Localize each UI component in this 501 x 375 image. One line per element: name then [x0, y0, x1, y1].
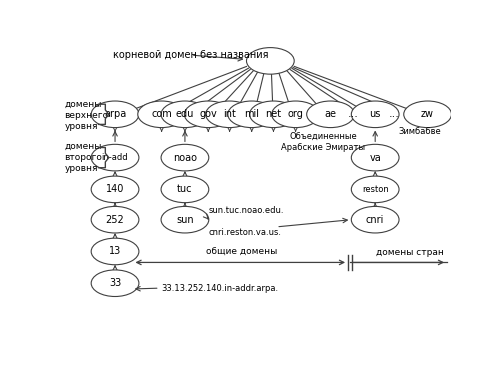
- Ellipse shape: [91, 144, 139, 171]
- Text: us: us: [370, 109, 381, 119]
- Text: Объединенные
Арабские Эмираты: Объединенные Арабские Эмираты: [282, 132, 366, 152]
- Ellipse shape: [206, 101, 254, 128]
- Ellipse shape: [161, 206, 209, 233]
- Text: reston: reston: [362, 185, 389, 194]
- Text: 33.13.252.140.in-addr.arpa.: 33.13.252.140.in-addr.arpa.: [162, 284, 279, 292]
- Ellipse shape: [161, 144, 209, 171]
- Text: zw: zw: [421, 109, 434, 119]
- Text: ...: ...: [389, 109, 400, 119]
- Text: домены
верхнего
уровня: домены верхнего уровня: [65, 100, 109, 131]
- Text: gov: gov: [199, 109, 217, 119]
- Text: int: int: [223, 109, 236, 119]
- Text: 140: 140: [106, 184, 124, 194]
- Text: net: net: [266, 109, 282, 119]
- Ellipse shape: [351, 101, 399, 128]
- Ellipse shape: [184, 101, 232, 128]
- Ellipse shape: [91, 206, 139, 233]
- Ellipse shape: [246, 48, 294, 74]
- Text: cnri.reston.va.us.: cnri.reston.va.us.: [208, 228, 281, 237]
- Ellipse shape: [91, 101, 139, 128]
- Ellipse shape: [404, 101, 451, 128]
- Ellipse shape: [272, 101, 320, 128]
- Text: общие домены: общие домены: [205, 248, 277, 257]
- Text: ae: ae: [325, 109, 337, 119]
- Text: 13: 13: [109, 246, 121, 256]
- Ellipse shape: [307, 101, 354, 128]
- Text: 33: 33: [109, 278, 121, 288]
- Text: arpa: arpa: [104, 109, 126, 119]
- Text: noao: noao: [173, 153, 197, 163]
- Ellipse shape: [351, 144, 399, 171]
- Ellipse shape: [351, 206, 399, 233]
- Ellipse shape: [228, 101, 276, 128]
- Text: домены стран: домены стран: [376, 248, 444, 257]
- Ellipse shape: [91, 270, 139, 297]
- Ellipse shape: [351, 176, 399, 203]
- Text: va: va: [369, 153, 381, 163]
- Text: корневой домен без названия: корневой домен без названия: [113, 50, 269, 61]
- Text: Зимбабве: Зимбабве: [398, 127, 441, 136]
- Ellipse shape: [91, 238, 139, 265]
- Text: org: org: [288, 109, 304, 119]
- Text: com: com: [151, 109, 172, 119]
- Text: in-add: in-add: [102, 153, 128, 162]
- Ellipse shape: [249, 101, 297, 128]
- Ellipse shape: [91, 176, 139, 203]
- Text: sun: sun: [176, 215, 194, 225]
- Ellipse shape: [161, 101, 209, 128]
- Text: sun.tuc.noao.edu.: sun.tuc.noao.edu.: [208, 206, 284, 215]
- Ellipse shape: [161, 176, 209, 203]
- Text: cnri: cnri: [366, 215, 384, 225]
- Text: tuc: tuc: [177, 184, 193, 194]
- Text: домены
второго
уровня: домены второго уровня: [65, 142, 102, 173]
- Text: mil: mil: [244, 109, 259, 119]
- Text: edu: edu: [176, 109, 194, 119]
- Ellipse shape: [138, 101, 185, 128]
- Text: ...: ...: [348, 109, 359, 119]
- Text: 252: 252: [106, 215, 124, 225]
